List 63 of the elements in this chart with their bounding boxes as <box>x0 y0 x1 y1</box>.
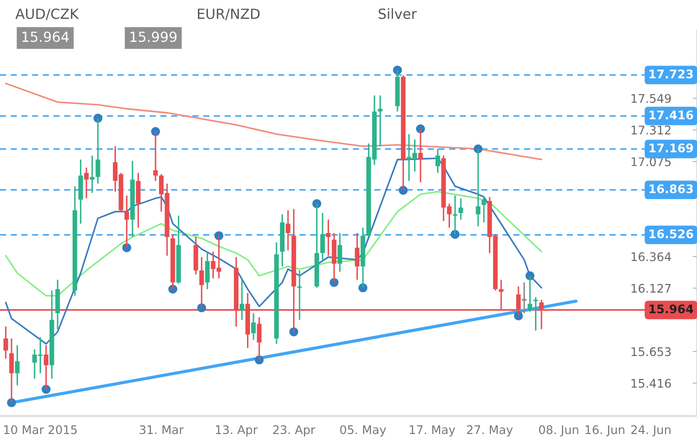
y-tick-label: 17.549 <box>632 94 671 103</box>
point <box>392 66 402 75</box>
line-series <box>4 82 542 160</box>
ref-line-label: 17.416 <box>650 110 694 120</box>
ref-line-label: 17.723 <box>650 70 693 78</box>
ref-line-label: 16.526 <box>650 229 694 238</box>
point <box>525 271 534 280</box>
candlestick <box>286 210 290 252</box>
x-tick-label: 27. May <box>467 425 513 436</box>
candlestick <box>14 344 20 386</box>
x-tick-label: 05. May <box>340 425 386 436</box>
text: Silver <box>378 8 417 20</box>
x-tick-label: 13. Apr <box>216 425 258 436</box>
candlestick <box>251 312 256 341</box>
x-tick-label: 17. May <box>410 425 456 436</box>
y-tick-label: 17.312 <box>632 126 670 135</box>
ref-line-label: 16.863 <box>650 184 693 194</box>
x-tick-label: 31. Mar <box>140 425 184 434</box>
candlestick <box>326 218 331 256</box>
y-tick-label: 16.364 <box>632 252 671 262</box>
line-series <box>4 190 542 297</box>
candlestick <box>435 148 440 174</box>
annotation: 15.964 <box>22 32 69 42</box>
candlestick <box>528 275 532 313</box>
candlestick <box>199 256 204 309</box>
ref-line-label: 15.964 <box>650 304 694 314</box>
candlestick <box>338 232 342 272</box>
y-tick-label: 15.416 <box>632 378 671 388</box>
candlestick <box>153 130 158 182</box>
text: AUD/CZK <box>15 8 79 20</box>
x-tick-label: 08. Jun <box>539 425 578 436</box>
candlestick <box>256 316 262 361</box>
point <box>416 124 426 134</box>
x-tick-label: 24. Jun <box>631 425 670 436</box>
y-tick-label: 15.653 <box>632 347 671 356</box>
y-tick-label: 16.127 <box>632 284 671 293</box>
candlestick <box>9 338 14 404</box>
candlestick <box>96 117 100 184</box>
candlestick <box>44 344 48 390</box>
point <box>151 127 160 136</box>
candlestick <box>84 166 89 199</box>
annotation: 15.999 <box>130 32 177 42</box>
candlestick <box>205 251 210 290</box>
x-tick-label: 23. Apr <box>273 425 316 436</box>
point <box>7 398 16 408</box>
x-tick-label: 10 Mar 2015 <box>4 425 77 434</box>
candlestick <box>354 232 360 280</box>
candlestick <box>3 326 8 360</box>
candlestick <box>418 128 423 183</box>
candlestick <box>320 212 325 260</box>
candlestick <box>136 172 141 228</box>
candlestick <box>297 270 302 321</box>
candlestick <box>90 154 94 194</box>
candlestick <box>240 279 244 321</box>
candlestick <box>482 196 486 224</box>
line-series <box>4 157 542 345</box>
x-tick-label: 16. Jun <box>586 425 624 436</box>
text: EUR/NZD <box>198 8 260 20</box>
candlestick <box>476 148 480 228</box>
ref-line-label: 17.169 <box>650 144 694 152</box>
candlestick <box>378 94 382 147</box>
candlestick <box>124 194 130 248</box>
candlestick <box>458 198 464 220</box>
